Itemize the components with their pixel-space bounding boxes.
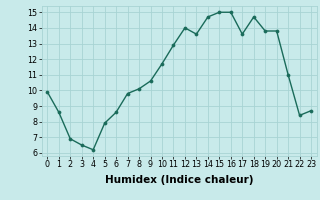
X-axis label: Humidex (Indice chaleur): Humidex (Indice chaleur) [105, 175, 253, 185]
